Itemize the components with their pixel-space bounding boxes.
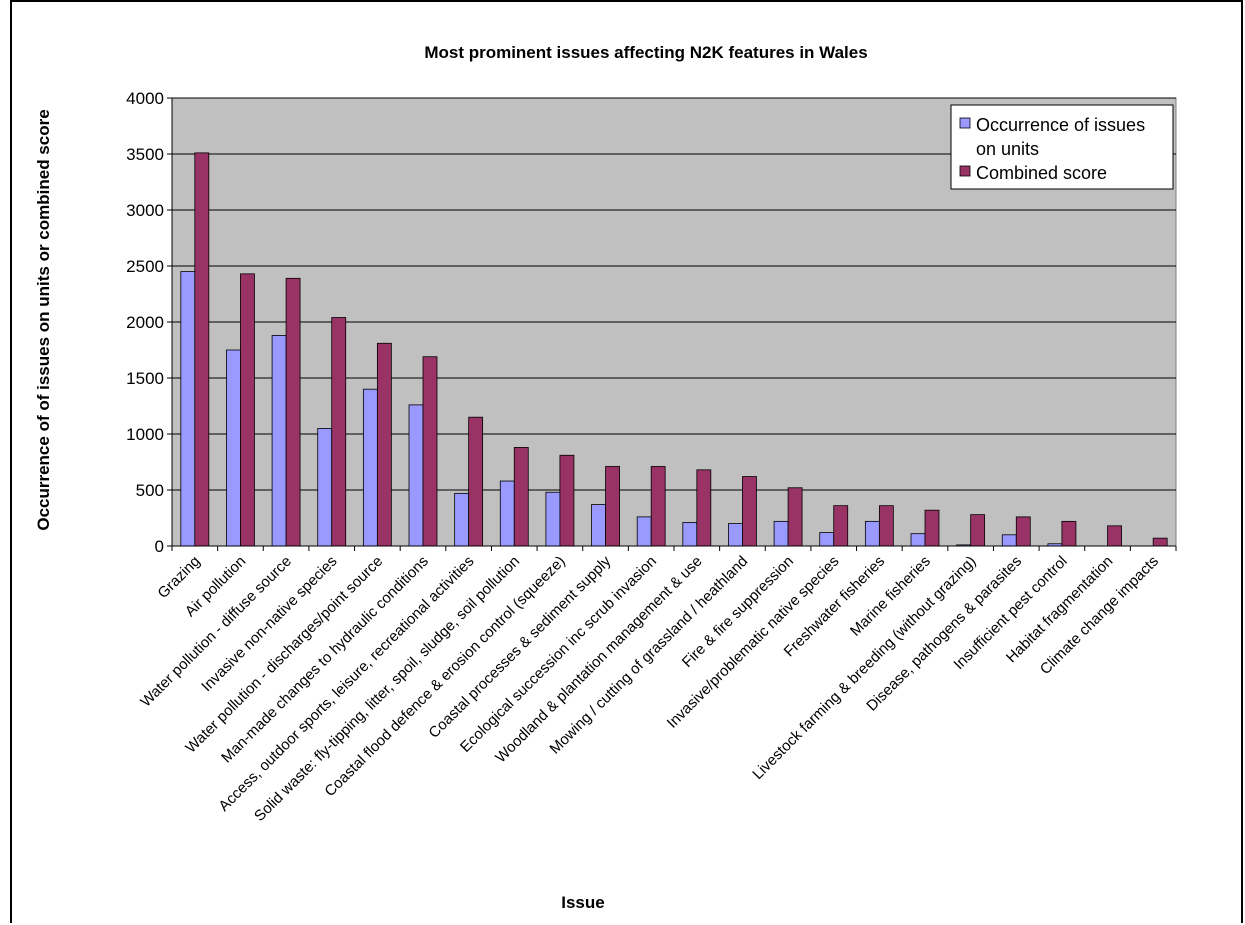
bar-occurrence (362, 388, 378, 547)
legend: Occurrence of issues on units Combined s… (950, 104, 1174, 190)
chart-title: Most prominent issues affecting N2K feat… (424, 43, 867, 62)
y-tick-label: 0 (155, 537, 164, 556)
y-tick-labels: 0 500 1000 1500 2000 2500 3000 3500 4000 (126, 89, 164, 556)
bar-combined-score (559, 454, 575, 547)
bar-combined-score (924, 509, 940, 547)
bar-combined-score (513, 447, 529, 547)
bar-combined-score (878, 505, 894, 547)
bar-occurrence (819, 532, 835, 547)
bar-combined-score (833, 505, 849, 547)
x-tick-label: Marine fisheries (847, 553, 934, 640)
x-axis-title: Issue (561, 893, 604, 912)
bar-occurrence (773, 520, 789, 547)
bar-combined-score (240, 273, 255, 547)
bar-combined-score (696, 469, 712, 547)
bar-combined-score (285, 277, 301, 547)
bar-occurrence (499, 480, 515, 547)
legend-swatch-combined (959, 165, 971, 177)
bar-occurrence (180, 271, 196, 547)
bar-combined-score (1152, 537, 1168, 547)
bar-combined-score (650, 466, 666, 547)
y-tick-label: 2500 (126, 257, 164, 276)
y-axis-title: Occurrence of of issues on units or comb… (34, 109, 53, 530)
bar-combined-score (468, 416, 484, 547)
bar-occurrence (545, 491, 561, 547)
bar-combined-score (605, 466, 620, 547)
axes (167, 97, 1177, 551)
legend-label-occurrence: Occurrence of issues on units (976, 115, 1150, 159)
bar-occurrence (1001, 534, 1017, 547)
legend-swatch-occurrence (959, 117, 971, 129)
y-tick-label: 1500 (126, 369, 164, 388)
bar-combined-score (1107, 525, 1122, 547)
bar-combined-score (422, 356, 438, 547)
bar-occurrence (271, 335, 287, 547)
bar-combined-score (331, 317, 347, 547)
legend-label-occurrence-line1: Occurrence of issues (976, 115, 1145, 135)
bar-occurrence (636, 516, 652, 547)
bar-occurrence (591, 504, 606, 547)
legend-box (950, 104, 1174, 190)
bar-combined-score (970, 514, 986, 547)
y-tick-label: 4000 (126, 89, 164, 108)
bar-occurrence (682, 522, 698, 547)
bar-occurrence (910, 533, 926, 547)
y-tick-label: 2000 (126, 313, 164, 332)
bar-combined-score (376, 342, 392, 547)
bar-occurrence (408, 404, 424, 547)
bar-combined-score (787, 487, 803, 547)
bar-occurrence (317, 427, 333, 547)
bar-combined-score (1061, 520, 1077, 547)
bar-combined-score (742, 476, 757, 547)
y-tick-label: 1000 (126, 425, 164, 444)
bar-occurrence (226, 349, 241, 547)
y-tick-label: 3000 (126, 201, 164, 220)
y-tick-label: 500 (136, 481, 164, 500)
bar-occurrence (864, 520, 880, 547)
bar-occurrence (454, 492, 470, 547)
legend-label-occurrence-line2: on units (976, 139, 1039, 159)
legend-label-combined: Combined score (976, 163, 1107, 183)
bars (180, 152, 1168, 547)
bar-combined-score (194, 152, 210, 547)
bar-combined-score (1015, 516, 1031, 547)
bar-occurrence (728, 523, 743, 547)
y-tick-label: 3500 (126, 145, 164, 164)
